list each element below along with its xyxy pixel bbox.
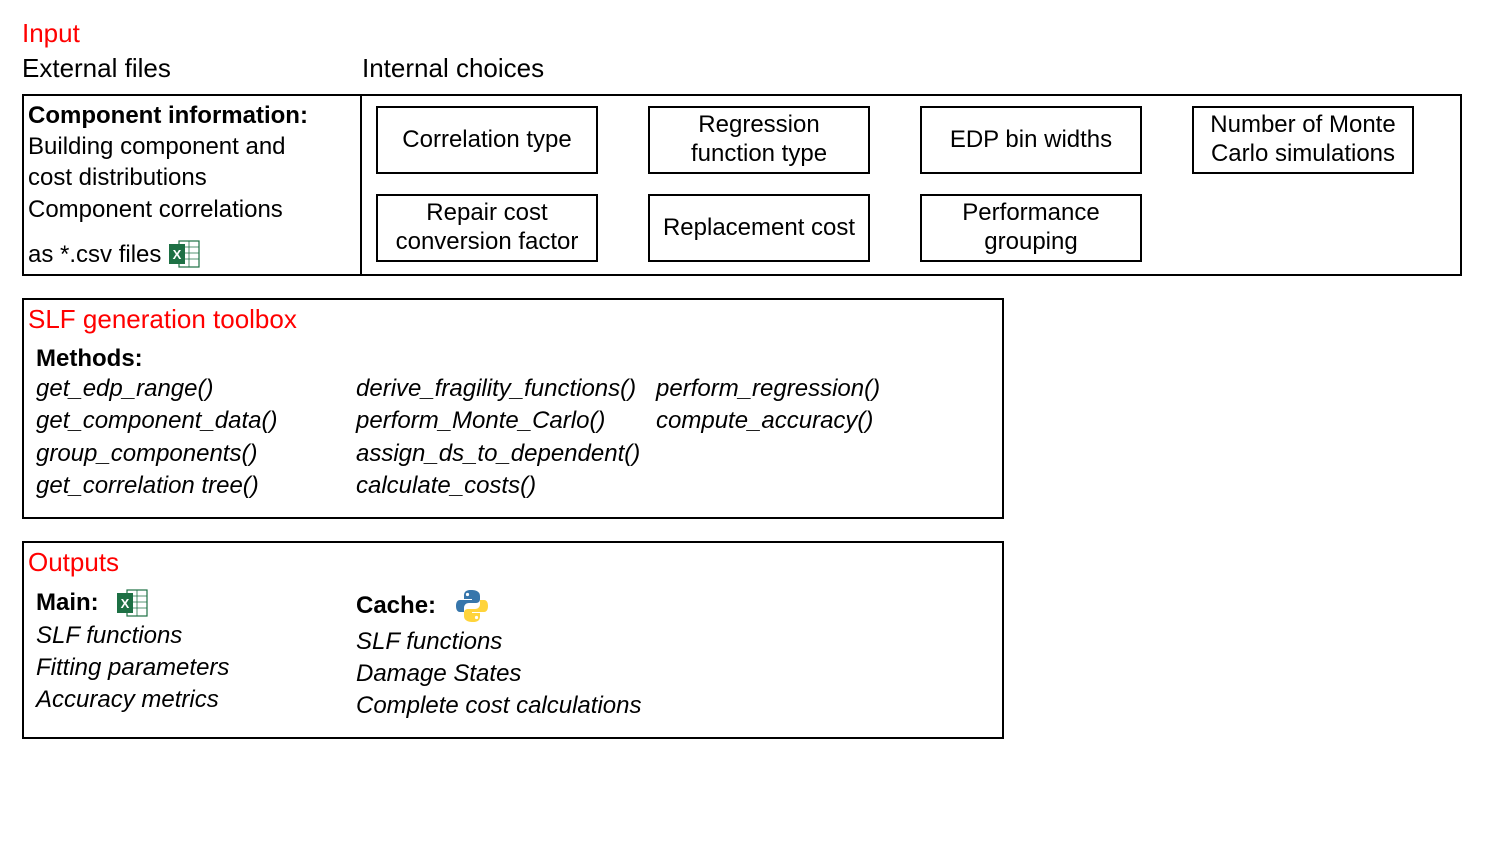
output-item: Damage States bbox=[356, 658, 994, 690]
method-item: perform_Monte_Carlo() bbox=[356, 405, 656, 437]
external-files-label: External files bbox=[22, 53, 362, 84]
svg-text:X: X bbox=[173, 247, 182, 262]
csv-prefix: as *.csv files bbox=[28, 239, 161, 270]
excel-icon: X bbox=[117, 588, 149, 618]
outputs-main-col: Main: X SLF functions Fitting parameters… bbox=[36, 588, 356, 723]
choice-row-1: Repair cost conversion factor Replacemen… bbox=[376, 194, 1446, 262]
ext-line-3: Component correlations bbox=[28, 194, 354, 225]
method-item: get_correlation tree() bbox=[36, 470, 356, 502]
methods-col-2: perform_regression() compute_accuracy() bbox=[656, 373, 994, 503]
outputs-columns: Main: X SLF functions Fitting parameters… bbox=[36, 588, 994, 723]
methods-columns: get_edp_range() get_component_data() gro… bbox=[36, 373, 994, 503]
internal-choices-box: Correlation type Regression function typ… bbox=[362, 96, 1460, 274]
outputs-main-label: Main: bbox=[36, 589, 99, 617]
component-info-heading: Component information: bbox=[28, 100, 354, 131]
choice-performance-grouping: Performance grouping bbox=[920, 194, 1142, 262]
ext-line-1: Building component and bbox=[28, 131, 354, 162]
input-subheader-row: External files Internal choices bbox=[22, 53, 1471, 84]
input-container: Component information: Building componen… bbox=[22, 94, 1462, 276]
excel-icon: X bbox=[169, 239, 201, 269]
methods-col-1: derive_fragility_functions() perform_Mon… bbox=[356, 373, 656, 503]
method-item: derive_fragility_functions() bbox=[356, 373, 656, 405]
method-item: assign_ds_to_dependent() bbox=[356, 438, 656, 470]
external-files-box: Component information: Building componen… bbox=[24, 96, 362, 274]
method-item: get_edp_range() bbox=[36, 373, 356, 405]
toolbox-title: SLF generation toolbox bbox=[28, 304, 994, 335]
choice-row-0: Correlation type Regression function typ… bbox=[376, 106, 1446, 174]
input-section: Input External files Internal choices Co… bbox=[22, 18, 1471, 276]
outputs-box: Outputs Main: X SLF functions bbox=[22, 541, 1004, 739]
method-item: group_components() bbox=[36, 438, 356, 470]
output-item: Accuracy metrics bbox=[36, 684, 356, 716]
internal-choices-label: Internal choices bbox=[362, 53, 544, 84]
choice-regression-function: Regression function type bbox=[648, 106, 870, 174]
outputs-cache-head: Cache: bbox=[356, 588, 994, 624]
svg-text:X: X bbox=[120, 596, 129, 611]
choice-edp-bin-widths: EDP bin widths bbox=[920, 106, 1142, 174]
output-item: Complete cost calculations bbox=[356, 690, 994, 722]
choice-monte-carlo-count: Number of Monte Carlo simulations bbox=[1192, 106, 1414, 174]
toolbox-box: SLF generation toolbox Methods: get_edp_… bbox=[22, 298, 1004, 519]
output-item: SLF functions bbox=[356, 626, 994, 658]
outputs-cache-label: Cache: bbox=[356, 592, 436, 620]
python-icon bbox=[454, 588, 490, 624]
output-item: SLF functions bbox=[36, 620, 356, 652]
choice-repair-cost-factor: Repair cost conversion factor bbox=[376, 194, 598, 262]
outputs-title: Outputs bbox=[28, 547, 994, 578]
outputs-main-head: Main: X bbox=[36, 588, 356, 618]
output-item: Fitting parameters bbox=[36, 652, 356, 684]
methods-col-0: get_edp_range() get_component_data() gro… bbox=[36, 373, 356, 503]
methods-label: Methods: bbox=[36, 345, 994, 373]
choice-correlation-type: Correlation type bbox=[376, 106, 598, 174]
method-item: calculate_costs() bbox=[356, 470, 656, 502]
csv-line: as *.csv files X bbox=[28, 239, 354, 270]
method-item: compute_accuracy() bbox=[656, 405, 994, 437]
input-title: Input bbox=[22, 18, 1471, 49]
method-item: perform_regression() bbox=[656, 373, 994, 405]
ext-line-2: cost distributions bbox=[28, 162, 354, 193]
outputs-cache-col: Cache: SLF functions Damage States Compl… bbox=[356, 588, 994, 723]
method-item: get_component_data() bbox=[36, 405, 356, 437]
choice-replacement-cost: Replacement cost bbox=[648, 194, 870, 262]
